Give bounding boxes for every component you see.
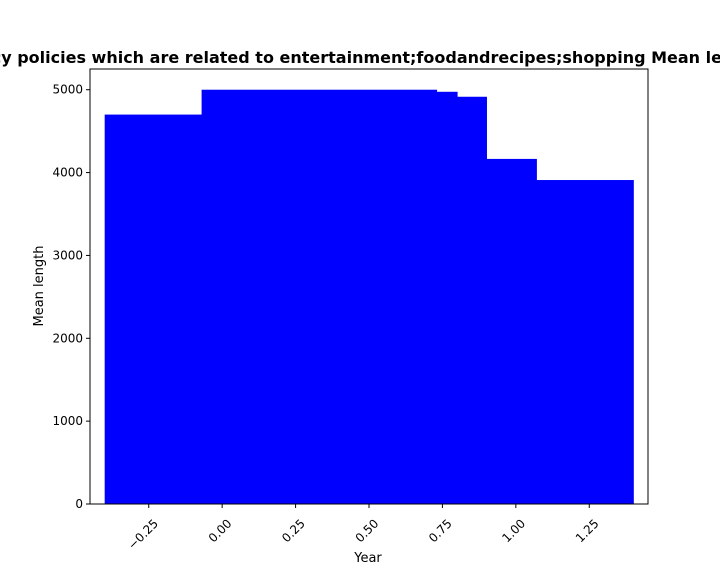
y-tick-label: 1000 (52, 414, 83, 428)
y-tick-label: 4000 (52, 166, 83, 180)
x-tick-label: 0.00 (206, 516, 235, 545)
x-axis-ticks: −0.25 0.00 0.25 0.50 0.75 1.00 1.25 (125, 504, 602, 552)
x-axis-label: Year (353, 551, 382, 566)
chart-title: Mean length of privacy policies which ar… (0, 48, 720, 67)
x-tick-label: 0.25 (279, 516, 308, 545)
bars-group (104, 89, 634, 505)
x-tick-label: 1.00 (499, 516, 528, 545)
x-tick-label: −0.25 (125, 516, 161, 552)
bar-4 (486, 158, 537, 504)
x-tick-label: 0.75 (426, 516, 455, 545)
x-tick-label: 0.50 (353, 516, 382, 545)
bar-2 (436, 91, 458, 505)
x-tick-label: 1.25 (573, 516, 602, 545)
y-axis-label: Mean length (32, 246, 47, 327)
y-tick-label: 2000 (52, 331, 83, 345)
y-axis-ticks: 0 1000 2000 3000 4000 5000 (52, 83, 90, 511)
bar-0 (104, 114, 203, 505)
bar-3 (457, 96, 487, 504)
bar-1 (201, 89, 438, 504)
y-tick-label: 5000 (52, 83, 83, 97)
y-tick-label: 3000 (52, 248, 83, 262)
y-tick-label: 0 (75, 497, 83, 511)
bar-5 (536, 180, 634, 504)
